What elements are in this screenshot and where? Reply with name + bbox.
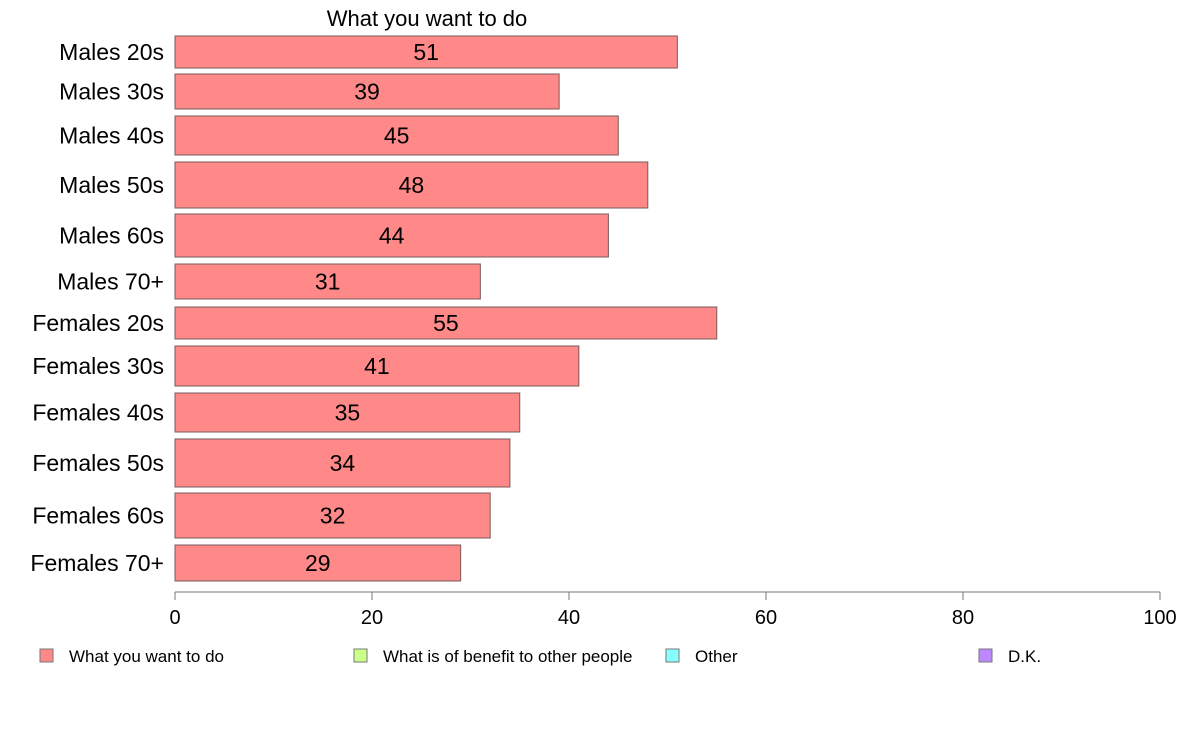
x-tick-label: 40 <box>558 607 580 629</box>
category-label: Males 50s <box>59 172 164 198</box>
legend-item: What you want to do <box>39 647 224 666</box>
bar-value-label: 55 <box>433 310 459 336</box>
bar-value-label: 41 <box>364 353 390 379</box>
bar <box>174 345 580 387</box>
legend-swatch <box>353 648 368 663</box>
bar-value-label: 29 <box>305 550 331 576</box>
legend-label: What is of benefit to other people <box>383 647 633 666</box>
bar <box>174 73 560 110</box>
x-tick-label: 0 <box>169 607 180 629</box>
legend-label: What you want to do <box>69 647 224 666</box>
category-label: Males 30s <box>59 79 164 105</box>
bar <box>174 35 678 69</box>
legend-swatch <box>39 648 54 663</box>
category-label: Females 40s <box>32 400 164 426</box>
bar <box>174 161 649 209</box>
bar-value-label: 39 <box>354 79 380 105</box>
bar <box>174 392 521 433</box>
x-tick-label: 80 <box>952 607 974 629</box>
bar-value-label: 48 <box>399 172 425 198</box>
x-axis: 0 20 40 60 80 100 <box>169 591 1177 629</box>
x-tick-label: 100 <box>1143 607 1176 629</box>
bar-value-label: 34 <box>330 450 356 476</box>
bar-value-label: 44 <box>379 223 405 249</box>
legend-label: D.K. <box>1008 647 1041 666</box>
bar <box>174 115 619 156</box>
legend-label: Other <box>695 647 738 666</box>
category-label: Females 50s <box>32 450 164 476</box>
legend-item: Other <box>665 647 738 666</box>
x-tick-label: 60 <box>755 607 777 629</box>
chart-title: What you want to do <box>327 6 528 31</box>
x-tick-label: 20 <box>361 607 383 629</box>
category-labels: Males 20s Males 30s Males 40s Males 50s Male… <box>30 39 164 576</box>
bar <box>174 544 462 582</box>
category-label: Males 20s <box>59 39 164 65</box>
legend: What you want to do What is of benefit to… <box>39 647 1041 666</box>
bars <box>174 35 718 582</box>
legend-swatch <box>978 648 993 663</box>
legend-item: D.K. <box>978 647 1041 666</box>
bar <box>174 213 609 258</box>
category-label: Females 30s <box>32 353 164 379</box>
category-label: Females 60s <box>32 503 164 529</box>
legend-item: What is of benefit to other people <box>353 647 633 666</box>
bar <box>174 438 511 488</box>
bar <box>174 306 718 340</box>
bar-value-label: 35 <box>335 400 361 426</box>
category-label: Females 20s <box>32 310 164 336</box>
category-label: Males 60s <box>59 223 164 249</box>
category-label: Males 40s <box>59 123 164 149</box>
bar-value-label: 32 <box>320 503 346 529</box>
category-label: Males 70+ <box>57 269 164 295</box>
legend-swatch <box>665 648 680 663</box>
category-label: Females 70+ <box>30 550 164 576</box>
bar <box>174 492 491 539</box>
bar <box>174 263 481 300</box>
bar-value-label: 31 <box>315 269 341 295</box>
bar-value-label: 45 <box>384 123 410 149</box>
bar-value-label: 51 <box>413 39 439 65</box>
